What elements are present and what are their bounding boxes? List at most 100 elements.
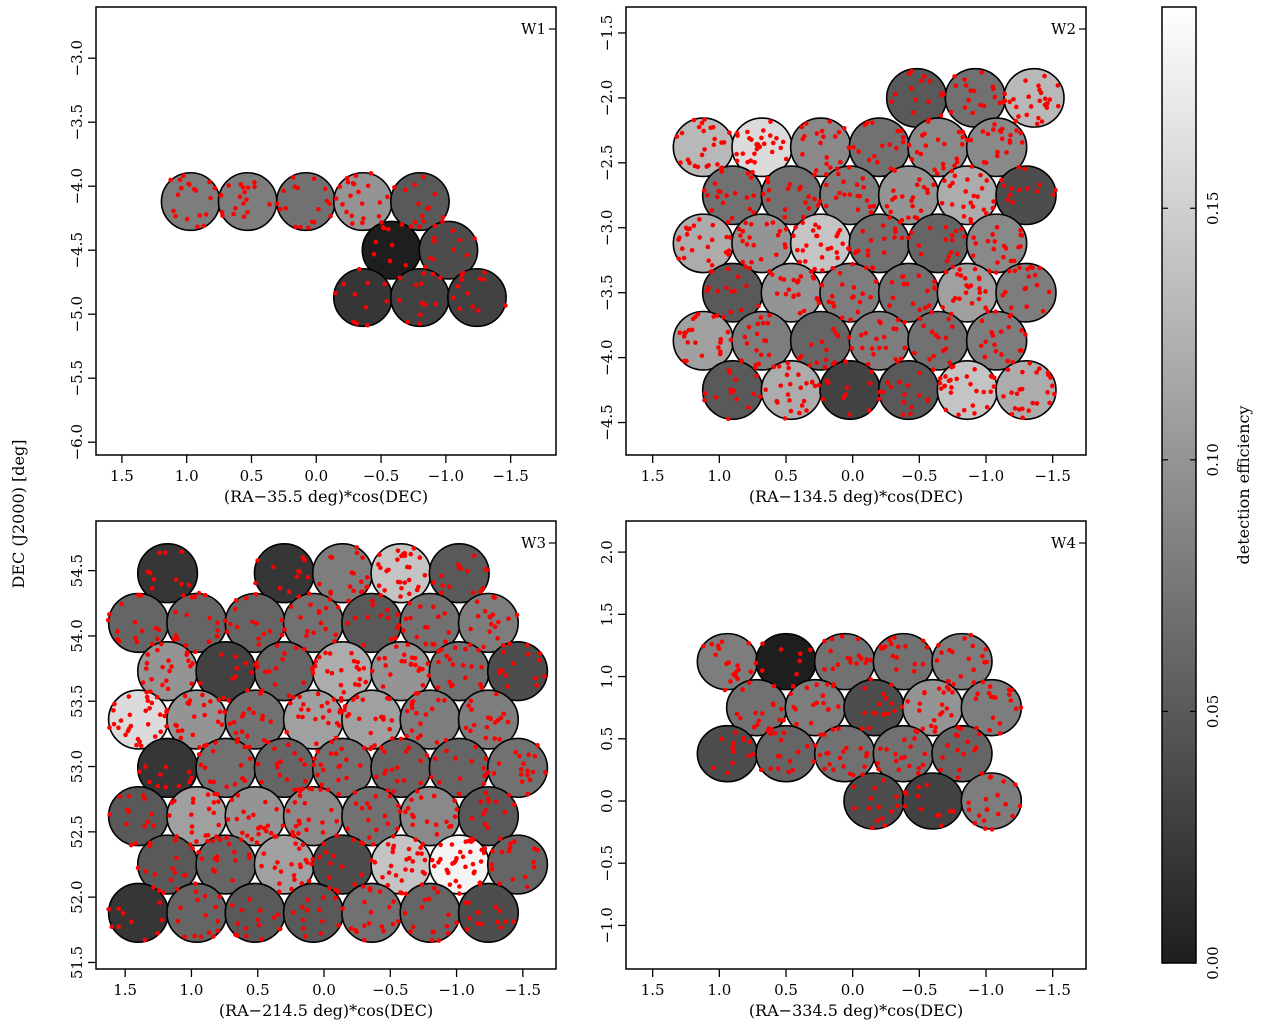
detection-point	[992, 95, 997, 100]
detection-point	[396, 612, 401, 617]
detection-point	[159, 642, 164, 647]
detection-point	[403, 188, 408, 193]
detection-point	[312, 176, 317, 181]
detection-point	[451, 295, 456, 300]
detection-point	[1048, 97, 1053, 102]
x-tick-label: 0.5	[240, 467, 264, 485]
detection-point	[241, 185, 246, 190]
detection-point	[822, 639, 827, 644]
detection-point	[740, 687, 745, 692]
detection-point	[947, 648, 952, 653]
detection-point	[981, 129, 986, 134]
detection-point	[106, 618, 111, 623]
detection-point	[388, 672, 393, 677]
detection-point	[1051, 192, 1056, 197]
detection-point	[464, 253, 469, 258]
detection-point	[433, 756, 438, 761]
detection-point	[781, 731, 786, 736]
detection-point	[144, 666, 149, 671]
detection-point	[471, 862, 476, 867]
detection-point	[977, 275, 982, 280]
detection-point	[676, 237, 681, 242]
detection-point	[333, 896, 338, 901]
detection-point	[495, 636, 500, 641]
detection-point	[712, 142, 717, 147]
detection-point	[453, 756, 458, 761]
detection-point	[797, 187, 802, 192]
pointing-circle	[879, 361, 939, 419]
detection-point	[486, 715, 491, 720]
detection-point	[413, 656, 418, 661]
detection-point	[430, 938, 435, 943]
detection-point	[226, 817, 231, 822]
detection-point	[192, 714, 197, 719]
detection-point	[278, 207, 283, 212]
detection-point	[787, 398, 792, 403]
detection-point	[982, 660, 987, 665]
detection-point	[960, 135, 965, 140]
detection-point	[812, 759, 817, 764]
detection-point	[413, 663, 418, 668]
detection-point	[726, 417, 731, 422]
detection-point	[882, 335, 887, 340]
detection-point	[359, 872, 364, 877]
detection-point	[945, 685, 950, 690]
detection-point	[868, 658, 873, 663]
detection-point	[919, 209, 924, 214]
detection-point	[847, 412, 852, 417]
detection-point	[361, 643, 366, 648]
detection-point	[444, 820, 449, 825]
detection-point	[175, 887, 180, 892]
detection-point	[311, 671, 316, 676]
y-tick-label: −1.5	[598, 15, 616, 51]
detection-point	[881, 712, 886, 717]
detection-point	[386, 842, 391, 847]
detection-point	[411, 924, 416, 929]
detection-point	[273, 865, 278, 870]
detection-point	[969, 633, 974, 638]
detection-point	[1023, 78, 1028, 83]
detection-point	[682, 256, 687, 261]
detection-point	[697, 125, 702, 130]
detection-point	[978, 103, 983, 108]
detection-point	[692, 223, 697, 228]
detection-point	[248, 756, 253, 761]
detection-point	[352, 182, 357, 187]
detection-point	[956, 413, 961, 418]
detection-point	[357, 267, 362, 272]
detection-point	[182, 873, 187, 878]
detection-point	[483, 567, 488, 572]
detection-point	[346, 180, 351, 185]
detection-point	[748, 670, 753, 675]
detection-point	[320, 820, 325, 825]
detection-point	[988, 684, 993, 689]
detection-point	[145, 661, 150, 666]
detection-point	[257, 923, 262, 928]
detection-point	[791, 768, 796, 773]
detection-point	[256, 762, 261, 767]
detection-point	[292, 184, 297, 189]
detection-point	[894, 759, 899, 764]
detection-point	[376, 562, 381, 567]
detection-point	[1001, 394, 1006, 399]
detection-point	[276, 912, 281, 917]
detection-point	[220, 722, 225, 727]
detection-point	[143, 764, 148, 769]
detection-point	[685, 232, 690, 237]
detection-point	[733, 377, 738, 382]
detection-point	[1013, 782, 1018, 787]
detection-point	[256, 636, 261, 641]
detection-point	[483, 757, 488, 762]
detection-point	[282, 651, 287, 656]
detection-point	[133, 620, 138, 625]
detection-point	[808, 647, 813, 652]
detection-point	[1030, 401, 1035, 406]
detection-point	[329, 751, 334, 756]
detection-point	[356, 190, 361, 195]
detection-point	[233, 654, 238, 659]
detection-point	[755, 332, 760, 337]
detection-point	[202, 703, 207, 708]
detection-point	[726, 771, 731, 776]
detection-point	[262, 851, 267, 856]
detection-point	[951, 682, 956, 687]
